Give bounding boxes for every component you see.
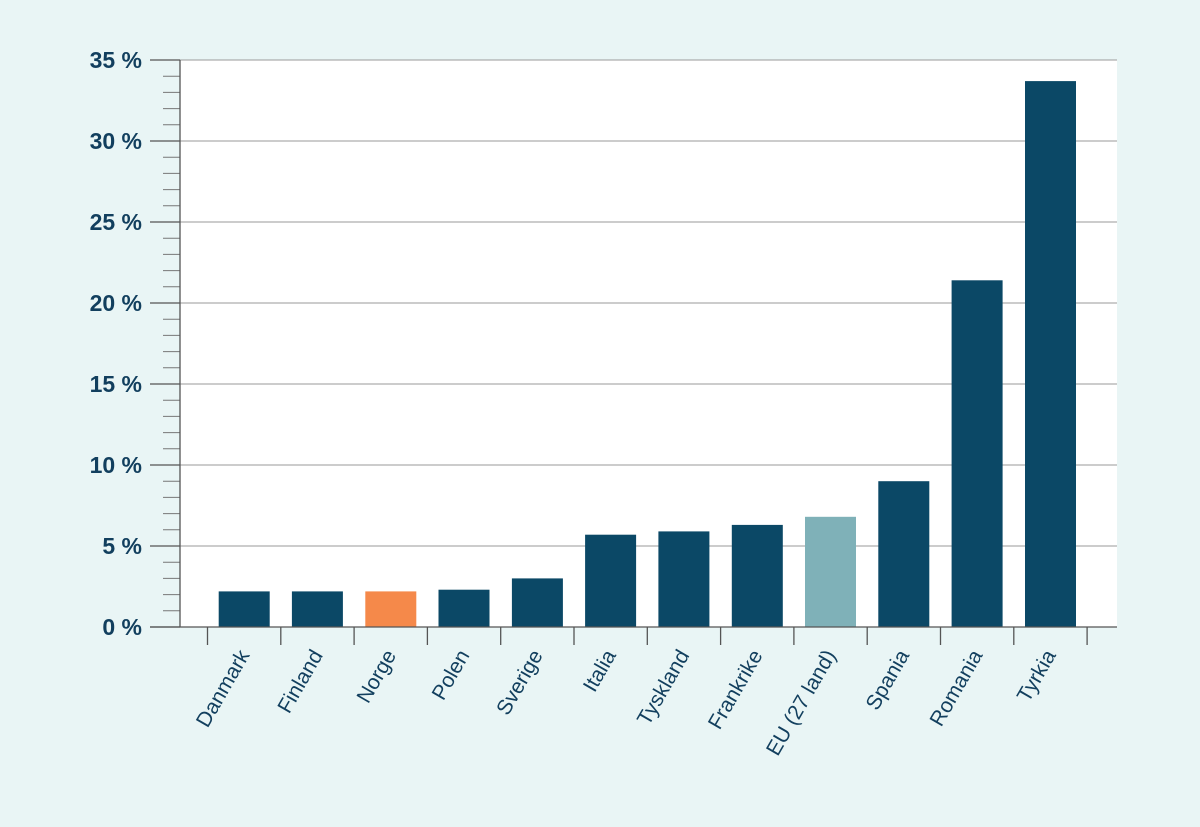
y-tick-label: 25 % [90,209,142,235]
y-tick-label: 10 % [90,452,142,478]
bars [218,81,1076,628]
bar-romania [951,280,1003,627]
bar-polen [438,589,490,627]
x-tick-label: Romania [926,646,988,731]
x-tick-label: Tyskland [633,646,694,729]
x-tick-label: Norge [353,646,402,707]
y-tick-label: 5 % [102,533,142,559]
x-tick-label: Finland [273,646,327,717]
bar-italia [585,534,637,627]
x-tick-label: Frankrike [704,646,768,733]
x-tick-label: Italia [579,646,621,696]
y-minor-ticks [150,59,180,628]
y-tick-label: 30 % [90,128,142,154]
y-tick-label: 0 % [102,614,142,640]
bar-spania [878,481,930,627]
x-tick-label: EU (27 land) [762,646,841,760]
x-tick-label: Polen [428,646,475,704]
bar-norge [365,591,417,627]
x-tick-label: Danmark [192,646,255,732]
y-tick-label: 35 % [90,47,142,73]
bar-frankrike [731,524,783,627]
bar-tyskland [658,531,710,627]
axes [150,60,1117,628]
y-tick-labels: 0 % 5 % 10 % 15 % 20 % 25 % 30 % 35 % [90,47,142,640]
x-tick-label: Sverige [492,646,548,719]
bar-danmark [218,591,270,627]
bar-eu-27-land [805,516,856,627]
bar-tyrkia [1025,81,1076,628]
bar-finland [291,591,343,627]
x-tick-labels: Danmark Finland Norge Polen Sverige Italia Tys… [192,627,1088,760]
x-tick-label: Tyrkia [1013,646,1061,706]
y-tick-label: 20 % [90,290,142,316]
x-tick-label: Spania [862,646,915,714]
gridlines [180,59,1117,547]
bar-sverige [511,578,563,627]
y-tick-label: 15 % [90,371,142,397]
